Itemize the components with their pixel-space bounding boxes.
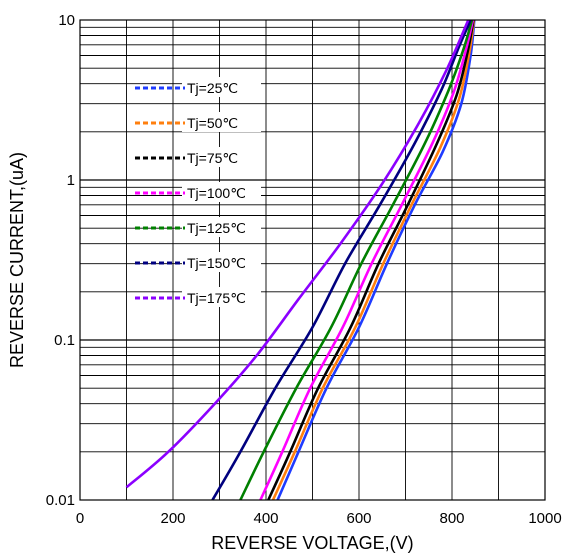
- y-tick-label: 0.1: [54, 332, 75, 349]
- legend-label-background: [182, 112, 261, 132]
- tick-labels: 0 200 400 600 800 1000 0.01 0.1 1 10: [46, 12, 562, 527]
- x-tick-label: 1000: [528, 510, 561, 527]
- x-tick-label: 0: [76, 510, 84, 527]
- series-line: [276, 19, 476, 501]
- plot-frame: [79, 19, 546, 501]
- y-tick-label: 10: [58, 12, 75, 29]
- series-line: [259, 19, 475, 501]
- legend: Tj=25℃ Tj=50℃ Tj=75℃ Tj=100℃ Tj=125℃ Tj=150℃ T…: [135, 77, 261, 307]
- legend-label-background: [182, 217, 261, 237]
- y-axis-label: REVERSE CURRENT,(uA): [7, 152, 27, 368]
- legend-label-background: [182, 252, 261, 272]
- legend-label: Tj=125℃: [187, 220, 246, 236]
- legend-label: Tj=100℃: [187, 185, 246, 201]
- legend-label: Tj=175℃: [187, 290, 246, 306]
- y-tick-label: 0.01: [46, 492, 75, 509]
- series-line: [125, 19, 470, 489]
- grid: [80, 20, 545, 500]
- x-tick-label: 200: [160, 510, 185, 527]
- legend-label-background: [182, 287, 261, 307]
- x-tick-label: 800: [439, 510, 464, 527]
- series-line: [239, 19, 474, 501]
- legend-label-background: [182, 77, 261, 97]
- x-axis-label: REVERSE VOLTAGE,(V): [211, 533, 413, 553]
- x-tick-label: 400: [253, 510, 278, 527]
- legend-label: Tj=75℃: [187, 150, 238, 166]
- legend-label-background: [182, 147, 261, 167]
- series-line: [267, 19, 475, 501]
- legend-label: Tj=50℃: [187, 115, 238, 131]
- y-tick-label: 1: [67, 172, 75, 189]
- legend-label: Tj=25℃: [187, 80, 238, 96]
- series-line: [211, 19, 472, 501]
- series-lines: [125, 19, 476, 501]
- x-tick-label: 600: [346, 510, 371, 527]
- legend-label-background: [182, 182, 261, 202]
- legend-label: Tj=150℃: [187, 255, 246, 271]
- series-line: [271, 19, 476, 501]
